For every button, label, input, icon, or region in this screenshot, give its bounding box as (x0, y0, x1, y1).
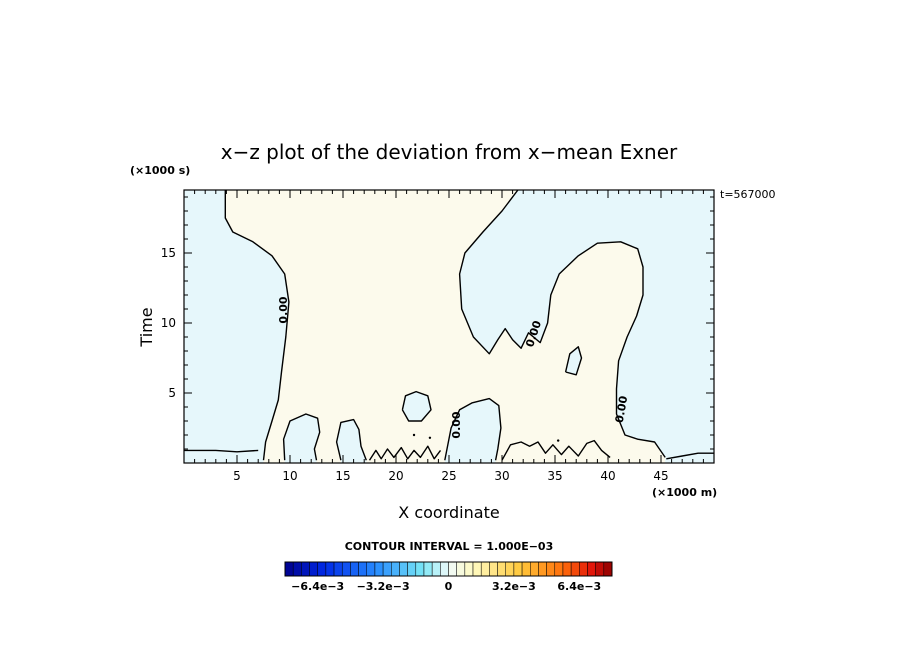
timestamp-label: t=567000 (720, 188, 776, 201)
contour-dot-1 (428, 436, 432, 439)
colorbar-tick-label: −6.4e−3 (291, 580, 344, 593)
colorbar-cell (325, 561, 335, 577)
colorbar-cell (440, 561, 449, 577)
contour-bottom-wiggle-b (501, 439, 611, 461)
colorbar-cell (472, 561, 482, 577)
colorbar-cell (317, 561, 327, 577)
y-tick-label: 10 (161, 316, 176, 330)
colorbar-cell (391, 561, 400, 577)
colorbar-cell (570, 561, 580, 577)
contour-blob-22 (401, 390, 432, 422)
colorbar-cell (350, 561, 359, 577)
x-tick-label: 40 (600, 469, 615, 483)
colorbar-cell (358, 561, 368, 577)
colorbar-tick-label: 3.2e−3 (492, 580, 536, 593)
colorbar-cell (374, 561, 384, 577)
positive-fill-layer (225, 190, 666, 463)
x-tick-label: 30 (494, 469, 509, 483)
x-tick-label: 25 (441, 469, 456, 483)
x-tick-label: 35 (547, 469, 562, 483)
colorbar-cell (284, 561, 294, 577)
negative-pocket-bump-1 (283, 414, 320, 463)
colorbar-cell (292, 561, 302, 577)
colorbar-cell (579, 561, 588, 577)
colorbar-cell (448, 561, 457, 577)
contour-bump-2 (335, 418, 367, 461)
colorbar-cell (497, 561, 506, 577)
chart-title: x−z plot of the deviation from x−mean Ex… (221, 140, 678, 164)
negative-pocket-bump-3 (444, 398, 501, 463)
contour-upper-middle-boundary (458, 190, 666, 458)
colorbar-cell (554, 561, 564, 577)
x-axis-label: X coordinate (398, 503, 499, 522)
colorbar-cell (431, 561, 441, 577)
colorbar-cell (513, 561, 523, 577)
contour-left-boundary (224, 190, 290, 461)
colorbar-cell (595, 561, 605, 577)
colorbar-cell (546, 561, 556, 577)
colorbar-cell (489, 561, 498, 577)
colorbar-cell (456, 561, 466, 577)
colorbar-cell (538, 561, 547, 577)
x-tick-label: 15 (335, 469, 350, 483)
y-tick-labels: 5 10 15 (161, 246, 176, 400)
contour-lines (184, 190, 714, 461)
colorbar-cell (587, 561, 596, 577)
x-tick-label: 10 (282, 469, 297, 483)
positive-region (225, 190, 666, 463)
y-tick-label: 5 (168, 386, 176, 400)
contour-bump-1 (282, 413, 321, 461)
colorbar-tick-label: 6.4e−3 (557, 580, 601, 593)
contour-blob-37 (564, 346, 583, 376)
contour-bottom-right-edge (666, 452, 714, 460)
negative-pocket-blob-22 (402, 391, 431, 421)
colorbar-tick-label: 0 (445, 580, 453, 593)
tick-marks (184, 190, 714, 463)
colorbar-cell (309, 561, 318, 577)
contour-dot-2 (556, 439, 560, 442)
contour-bottom-left-edge (184, 449, 259, 453)
colorbar-cell (415, 561, 425, 577)
colorbar-cell (333, 561, 343, 577)
contour-interval-label: CONTOUR INTERVAL = 1.000E−03 (345, 540, 554, 553)
colorbar-cell (480, 561, 490, 577)
contour-bottom-wiggle-a (368, 445, 442, 461)
negative-pocket-blob-37 (565, 346, 582, 375)
colorbar-cell (366, 561, 376, 577)
colorbar-cell (407, 561, 417, 577)
colorbar-cell (603, 561, 613, 577)
x-tick-labels: 5 10 15 20 25 30 35 40 45 (233, 469, 668, 483)
colorbar-cell (505, 561, 515, 577)
y-tick-label: 15 (161, 246, 176, 260)
colorbar-cell (530, 561, 539, 577)
colorbar-tick-label: −3.2e−3 (357, 580, 410, 593)
colorbar-cell (341, 561, 351, 577)
contour-labels: 0.00 0.00 0.00 0.00 (277, 296, 630, 438)
colorbar-cell (464, 561, 474, 577)
colorbar-cell (382, 561, 392, 577)
x-unit-label: (×1000 m) (652, 486, 717, 499)
x-tick-label: 5 (233, 469, 241, 483)
y-axis-label: Time (137, 307, 156, 347)
colorbar-labels: −6.4e−3 −3.2e−3 0 3.2e−3 6.4e−3 (291, 580, 601, 593)
contour-label-4: 0.00 (613, 395, 631, 424)
contour-dot-0 (412, 433, 416, 437)
x-tick-label: 45 (653, 469, 668, 483)
colorbar-cell (301, 561, 310, 577)
colorbar-cell (399, 561, 408, 577)
colorbar-cell (562, 561, 572, 577)
colorbar (284, 561, 613, 577)
x-tick-label: 20 (388, 469, 403, 483)
y-unit-label: (×1000 s) (130, 164, 190, 177)
contour-bump-3 (444, 397, 502, 461)
contour-label-1: 0.00 (277, 296, 290, 323)
contour-label-3: 0.00 (450, 411, 463, 438)
plot-area: 0.00 0.00 0.00 0.00 (183, 189, 715, 464)
colorbar-cell (521, 561, 531, 577)
colorbar-cell (423, 561, 433, 577)
colorbar-frame (284, 561, 613, 577)
